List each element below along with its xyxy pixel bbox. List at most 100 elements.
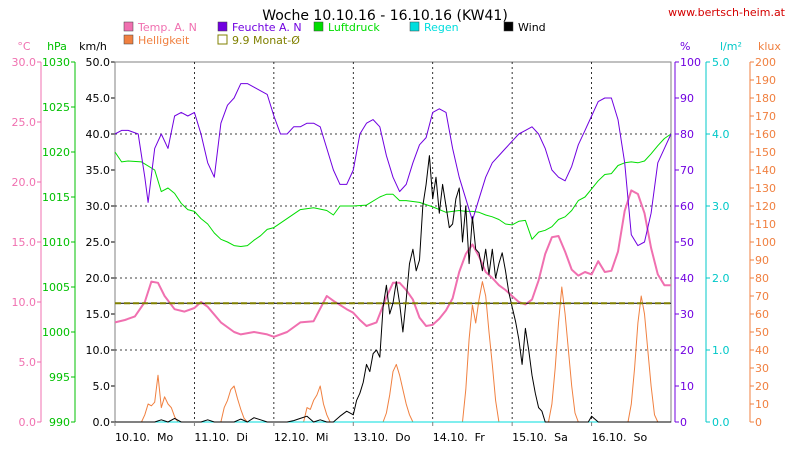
tick-label-wind: 10.0: [86, 344, 111, 357]
tick-label-wind: 50.0: [86, 56, 111, 69]
tick-label-hell: 10: [755, 398, 769, 411]
tick-label-feuchte: 100: [680, 56, 701, 69]
tick-label-wind: 25.0: [86, 236, 111, 249]
legend-label-feuchte: Feuchte A. N: [232, 21, 302, 34]
axis-unit-regen: l/m²: [720, 40, 742, 53]
tick-label-hell: 190: [755, 74, 776, 87]
legend-swatch-regen: [409, 21, 420, 32]
y-axes: 0.05.010.015.020.025.030.099099510001005…: [12, 56, 777, 429]
legend-label-regen: Regen: [424, 21, 459, 34]
legend-swatch-temp: [123, 21, 134, 32]
axis-unit-hell: klux: [758, 40, 781, 53]
tick-label-hell: 70: [755, 290, 769, 303]
tick-label-druck: 1000: [42, 326, 70, 339]
x-tick-label: 13.10. Do: [353, 431, 410, 444]
legend-label-wind: Wind: [518, 21, 546, 34]
tick-label-hell: 200: [755, 56, 776, 69]
tick-label-druck: 1015: [42, 191, 70, 204]
axis-unit-druck: hPa: [47, 40, 67, 53]
axis-unit-wind: km/h: [79, 40, 107, 53]
x-tick-label: 10.10. Mo: [115, 431, 173, 444]
tick-label-hell: 120: [755, 200, 776, 213]
tick-label-hell: 80: [755, 272, 769, 285]
axis-unit-feuchte: %: [680, 40, 690, 53]
tick-label-regen: 5.0: [712, 56, 730, 69]
legend-label-monat: 9.9 Monat-Ø: [232, 34, 300, 47]
x-tick-label: 12.10. Mi: [274, 431, 329, 444]
legend-swatch-feuchte: [217, 21, 228, 32]
legend-swatch-monat: [217, 34, 228, 45]
tick-label-feuchte: 30: [680, 308, 694, 321]
legend-label-druck: Luftdruck: [328, 21, 380, 34]
legend-label-hell: Helligkeit: [138, 34, 190, 47]
axis-unit-temp: °C: [17, 40, 31, 53]
tick-label-feuchte: 60: [680, 200, 694, 213]
tick-label-druck: 990: [49, 416, 70, 429]
tick-label-hell: 50: [755, 326, 769, 339]
tick-label-feuchte: 40: [680, 272, 694, 285]
tick-label-regen: 1.0: [712, 344, 730, 357]
x-tick-label: 14.10. Fr: [433, 431, 486, 444]
tick-label-wind: 30.0: [86, 200, 111, 213]
tick-label-regen: 2.0: [712, 272, 730, 285]
tick-label-regen: 3.0: [712, 200, 730, 213]
tick-label-druck: 1020: [42, 146, 70, 159]
tick-label-druck: 1030: [42, 56, 70, 69]
tick-label-hell: 90: [755, 254, 769, 267]
tick-label-hell: 160: [755, 128, 776, 141]
tick-label-wind: 40.0: [86, 128, 111, 141]
tick-label-temp: 5.0: [19, 356, 37, 369]
tick-label-temp: 0.0: [19, 416, 37, 429]
x-tick-label: 15.10. Sa: [512, 431, 568, 444]
tick-label-regen: 0.0: [712, 416, 730, 429]
legend-label-temp: Temp. A. N: [137, 21, 197, 34]
x-tick-label: 16.10. So: [592, 431, 648, 444]
axis-units: °C hPa km/h% l/m² klux: [17, 40, 781, 53]
tick-label-feuchte: 0: [680, 416, 687, 429]
series-line-wind: [115, 155, 671, 423]
plot-area: [114, 61, 672, 423]
x-tick-label: 11.10. Di: [194, 431, 248, 444]
tick-label-druck: 1025: [42, 101, 70, 114]
tick-label-hell: 110: [755, 218, 776, 231]
tick-label-wind: 45.0: [86, 92, 111, 105]
tick-label-feuchte: 50: [680, 236, 694, 249]
series-line-feuchte: [114, 83, 672, 247]
tick-label-feuchte: 20: [680, 344, 694, 357]
legend-swatch-hell: [123, 34, 134, 45]
tick-label-feuchte: 70: [680, 164, 694, 177]
tick-label-hell: 150: [755, 146, 776, 159]
tick-label-druck: 1010: [42, 236, 70, 249]
data-series: [114, 83, 672, 423]
tick-label-hell: 170: [755, 110, 776, 123]
tick-label-temp: 20.0: [12, 176, 37, 189]
x-axis: 10.10. Mo 11.10. Di 12.10. Mi 13.10. Do 14.1…: [114, 422, 648, 444]
tick-label-wind: 20.0: [86, 272, 111, 285]
tick-label-hell: 0: [755, 416, 762, 429]
source-link[interactable]: www.bertsch-heim.at: [668, 6, 786, 19]
legend-swatch-druck: [313, 21, 324, 32]
tick-label-hell: 30: [755, 362, 769, 375]
tick-label-hell: 40: [755, 344, 769, 357]
grid: [115, 62, 671, 422]
tick-label-wind: 5.0: [93, 380, 111, 393]
tick-label-hell: 140: [755, 164, 776, 177]
tick-label-regen: 4.0: [712, 128, 730, 141]
tick-label-hell: 100: [755, 236, 776, 249]
tick-label-temp: 15.0: [12, 236, 37, 249]
tick-label-druck: 1005: [42, 281, 70, 294]
tick-label-druck: 995: [49, 371, 70, 384]
tick-label-hell: 130: [755, 182, 776, 195]
tick-label-feuchte: 90: [680, 92, 694, 105]
legend: Temp. A. N Feuchte A. N Luftdruck Regen Wind…: [123, 21, 546, 47]
tick-label-wind: 0.0: [93, 416, 111, 429]
series-line-druck: [114, 133, 672, 247]
tick-label-hell: 20: [755, 380, 769, 393]
tick-label-temp: 30.0: [12, 56, 37, 69]
chart-title: Woche 10.10.16 - 16.10.16 (KW41): [262, 8, 508, 24]
tick-label-feuchte: 10: [680, 380, 694, 393]
tick-label-hell: 180: [755, 92, 776, 105]
tick-label-hell: 60: [755, 308, 769, 321]
legend-swatch-wind: [503, 21, 514, 32]
